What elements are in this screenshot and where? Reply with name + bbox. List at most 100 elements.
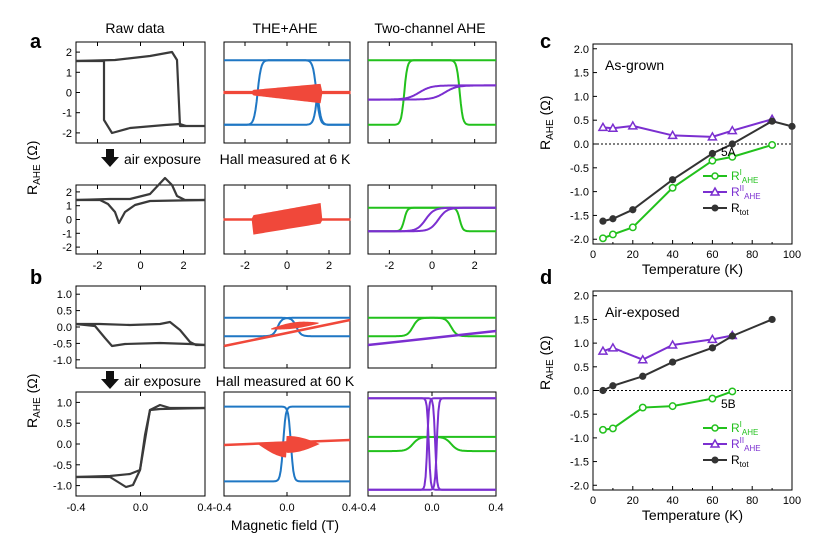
x-tick-label: 20 [627,495,639,507]
y-tick-label: 1 [66,201,72,213]
data-point [708,394,717,403]
purple-loop [368,397,496,491]
panel-letter-c: c [540,31,551,53]
legend-label: RIAHE [731,168,758,185]
y-tick-label: -2.0 [570,234,589,246]
y-tick-label: 1.5 [574,68,589,80]
data-point [599,386,607,395]
purple-loop [368,397,496,491]
data-point [707,131,718,141]
y-tick-label: 0.0 [57,439,72,451]
y-tick-label: 2 [66,47,72,59]
the-band [271,321,319,330]
hall-label-a: Hall measured at 6 K [220,151,351,167]
data-point [599,234,607,243]
y-tick-label: 0.0 [574,139,589,151]
y-axis-label-d: RAHE (Ω) [537,336,556,390]
data-point [607,342,619,352]
hysteresis-loops: 210-1-2210-1-21.00.50.0-0.5-1.01.00.50.0… [53,41,504,514]
x-axis-label-ab: Magnetic field (T) [231,517,339,533]
y-tick-label: 1.0 [57,289,72,301]
legend-marker [709,186,721,196]
the-band [257,436,320,458]
data-point [707,333,718,344]
legend-marker [709,438,721,448]
the-band [223,203,351,235]
y-tick-label: -2 [62,128,72,140]
x-tick-label: -2 [93,260,103,272]
legend-marker [711,204,719,212]
green-loop [368,59,496,126]
ahe-loop [224,316,350,338]
raw-loop [76,59,205,135]
x-tick-label: 0.0 [279,502,294,514]
y-tick-label: -1 [62,108,72,120]
y-tick-label: -1.0 [53,355,72,367]
y-tick-label: 0 [66,215,72,227]
data-point [669,358,677,366]
y-tick-label: -1.0 [53,481,72,493]
y-tick-label: -0.5 [53,460,72,472]
data-point [668,402,677,411]
raw-loop [76,198,206,225]
y-tick-label: 1.0 [57,397,72,409]
y-tick-label: -1.0 [570,187,589,199]
data-point [609,382,617,390]
y-tick-label: -2 [62,242,72,254]
legend-marker [711,172,719,180]
x-tick-label: -0.4 [67,502,86,514]
data-point [607,122,619,133]
y-tick-label: -0.5 [53,338,72,350]
y-tick-label: 0.0 [57,322,72,334]
x-axis-label: Temperature (K) [642,261,743,277]
column-title-two-channel: Two-channel AHE [374,20,485,36]
data-point [728,140,736,148]
sample-label: 5A [721,145,736,159]
air-exposure-label-a: air exposure [124,151,201,167]
data-point [708,344,717,352]
series-line [602,118,773,138]
x-tick-label: 100 [783,495,801,507]
data-point [728,332,736,340]
y-tick-label: -0.5 [570,163,589,175]
legend-label: RIAHE [731,420,758,437]
data-point [608,230,617,239]
raw-loop [75,322,206,348]
air-exposure-label-b: air exposure [124,373,201,389]
data-point [727,125,738,135]
legend-marker [711,424,719,432]
data-point [768,117,776,125]
x-tick-label: 40 [666,495,678,507]
data-point [597,345,609,355]
y-tick-label: 0.5 [57,418,72,430]
purple-loop [368,397,496,491]
data-point [599,425,607,434]
data-point [627,120,639,130]
column-title-raw: Raw data [105,20,164,36]
y-tick-label: 0.5 [574,362,589,374]
data-point [609,215,617,223]
data-point [667,339,678,349]
x-tick-label: 0 [137,260,143,272]
y-tick-label: -2.0 [570,480,589,492]
y-tick-label: 2.0 [574,291,589,303]
data-point [708,149,717,158]
the-line [223,318,351,348]
down-arrow-icon [101,149,119,167]
y-tick-label: 0.0 [574,386,589,398]
data-point [788,122,796,130]
x-tick-label: 20 [627,249,639,261]
y-tick-label: -1.5 [570,210,589,222]
data-point [637,354,649,364]
ahe-loop [224,59,350,126]
x-tick-label: 2 [326,260,332,272]
raw-loop [76,403,205,489]
down-arrow-icon [101,371,119,389]
y-tick-label: 0.5 [574,115,589,127]
ahe-loop [224,405,350,483]
x-tick-label: 40 [666,249,678,261]
x-tick-label: 60 [706,495,718,507]
x-tick-label: 80 [746,249,758,261]
data-point [629,206,637,214]
